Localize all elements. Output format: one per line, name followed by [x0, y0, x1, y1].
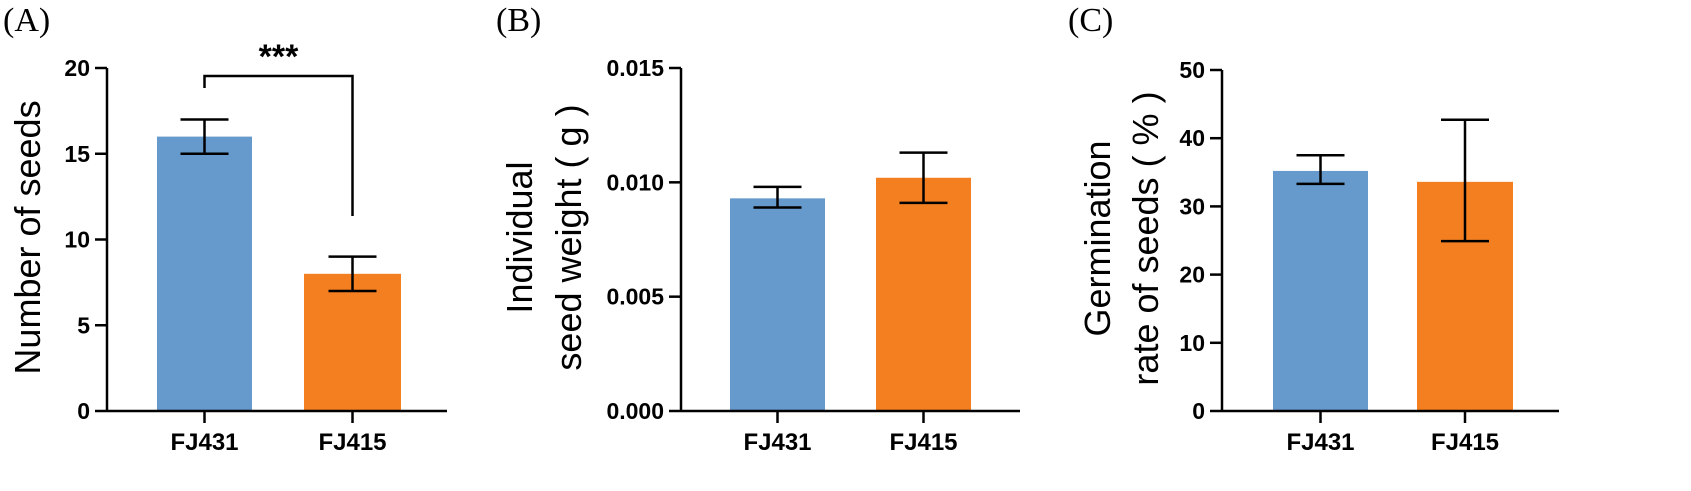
bar-fj415: [876, 177, 971, 411]
bar-fj415: [304, 273, 401, 411]
y-axis-title: Individual: [499, 161, 540, 313]
x-tick-label: FJ415: [889, 429, 957, 456]
y-tick-label: 0.005: [606, 284, 664, 310]
significance-bracket: [203, 74, 354, 216]
significance-label: ***: [259, 38, 299, 76]
panel-label: (A): [3, 2, 50, 39]
x-tick-label: FJ415: [318, 429, 386, 456]
y-tick-label: 5: [77, 312, 90, 338]
y-tick-label: 15: [64, 141, 90, 167]
bar-fj431: [157, 136, 252, 411]
y-axis-title: seed weight ( g ): [548, 104, 589, 370]
panel-c: (C) 0 10 20 30 40 50 FJ431 FJ415 Germination rate …: [1068, 2, 1559, 456]
x-tick-label: FJ431: [743, 429, 811, 456]
bar-fj431: [730, 198, 825, 411]
y-axis-title: Number of seeds: [7, 100, 48, 374]
x-tick-label: FJ431: [1286, 429, 1354, 456]
y-tick-label: 40: [1179, 125, 1205, 151]
x-tick-label: FJ431: [170, 429, 238, 456]
x-tick-label: FJ415: [1431, 429, 1499, 456]
y-tick-label: 50: [1179, 57, 1205, 83]
y-tick-label: 0.010: [606, 169, 664, 195]
panel-label: (B): [496, 2, 541, 39]
y-axis-title: Germination: [1077, 140, 1118, 336]
y-tick-label: 0: [1192, 398, 1205, 424]
y-tick-label: 20: [1179, 262, 1205, 288]
y-tick-label: 0.015: [606, 55, 664, 81]
y-tick-label: 10: [64, 227, 90, 253]
bar-fj431: [1273, 170, 1368, 411]
y-tick-label: 10: [1179, 330, 1205, 356]
y-tick-label: 0: [77, 398, 90, 424]
y-tick-label: 20: [64, 55, 90, 81]
y-tick-label: 0.000: [606, 398, 664, 424]
panel-label: (C): [1068, 2, 1113, 39]
panel-b: (B) 0.000 0.005 0.010 0.015 FJ431 FJ415 Individ…: [496, 2, 1020, 456]
panel-a: (A) 0 5 10 15 20 FJ431 FJ415 Number of seeds ***: [3, 2, 447, 456]
y-tick-label: 30: [1179, 193, 1205, 219]
y-axis-title: rate of seeds ( % ): [1125, 91, 1166, 385]
